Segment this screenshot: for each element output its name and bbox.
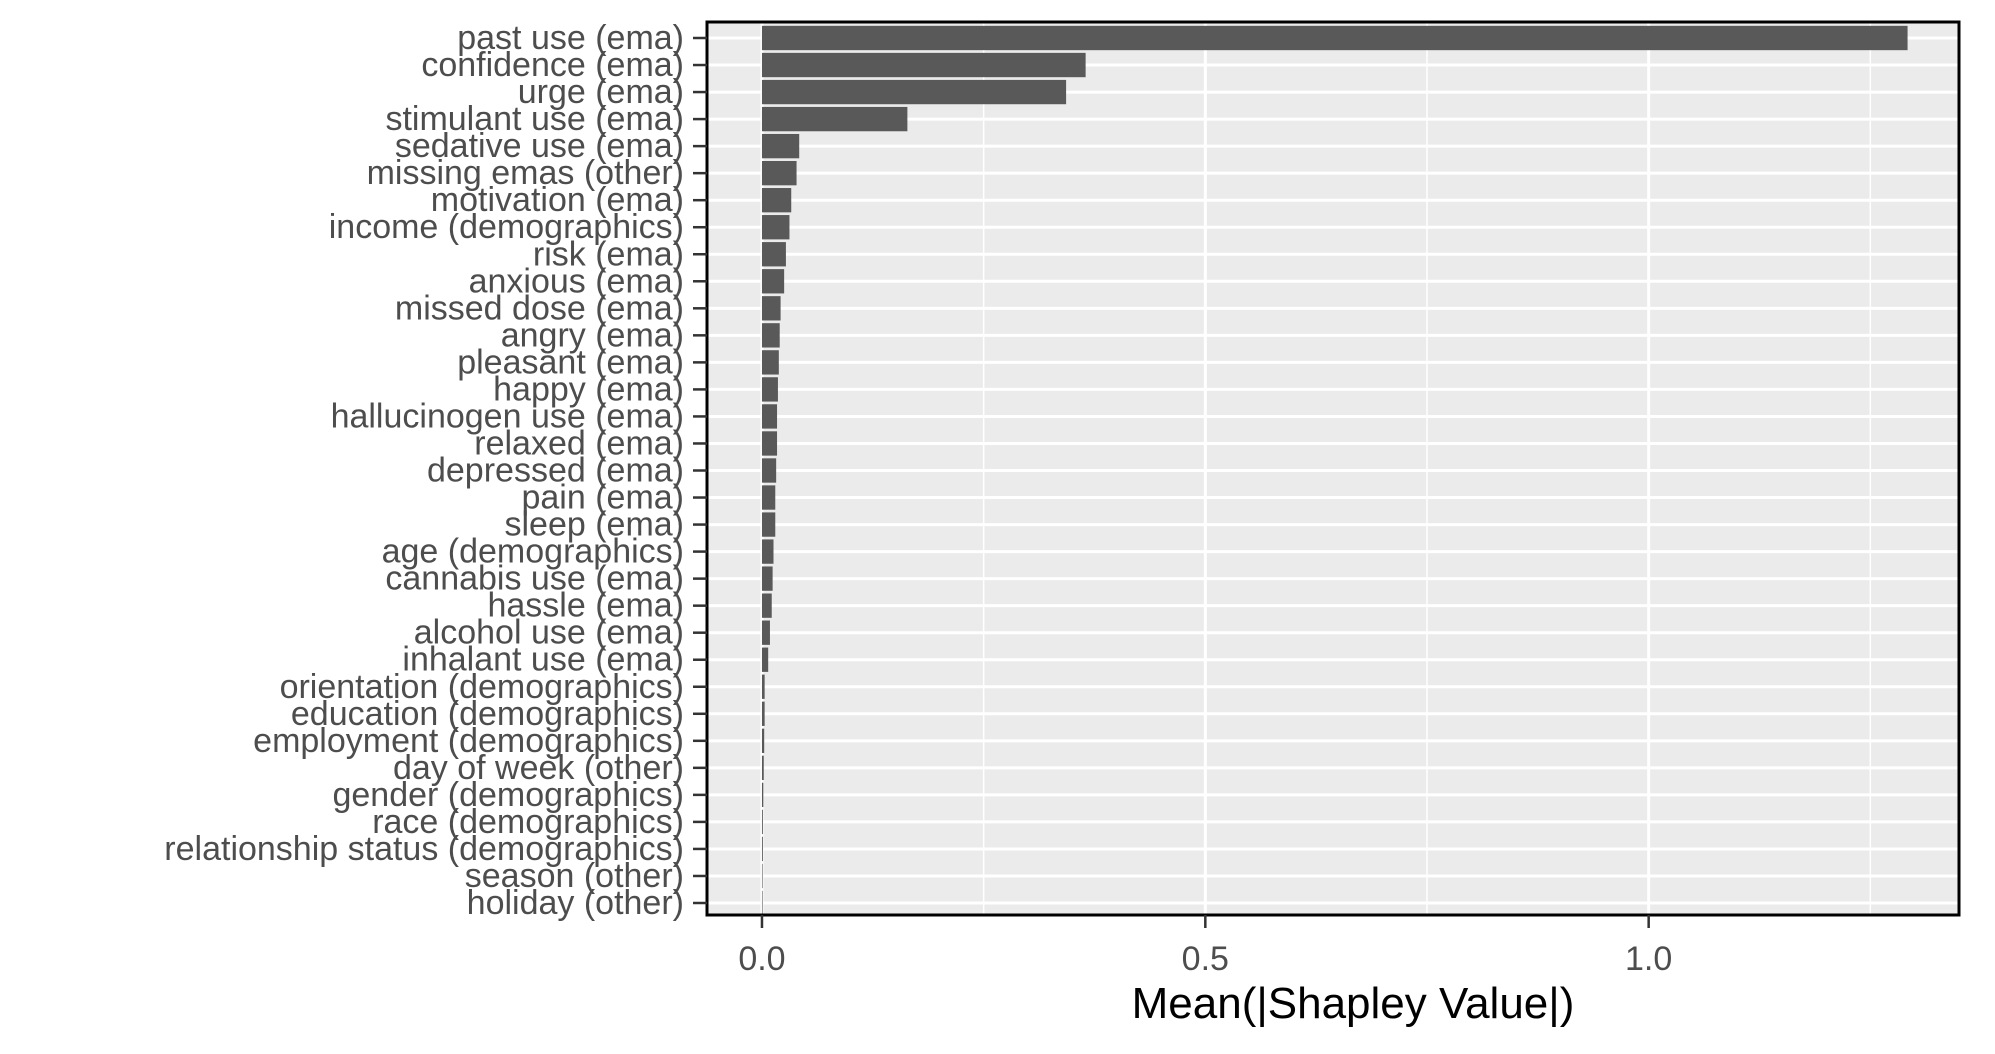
bar <box>761 79 1067 105</box>
category-label: orientation (demographics) <box>280 668 684 706</box>
category-label: race (demographics) <box>372 803 684 841</box>
bar <box>761 350 779 375</box>
bar <box>761 323 780 348</box>
y-ticks <box>693 36 707 905</box>
bars <box>761 25 1908 916</box>
category-label: employment (demographics) <box>253 722 684 760</box>
plot-panel-background <box>707 22 1959 915</box>
plot-panel-border <box>705 20 1961 917</box>
bar <box>761 755 764 781</box>
category-label: age (demographics) <box>382 533 684 571</box>
category-label: risk (ema) <box>533 235 684 273</box>
x-ticks: 0.0 0.5 1.0 <box>738 915 1672 978</box>
bar <box>761 809 763 835</box>
bar <box>761 431 778 456</box>
bar <box>761 269 785 294</box>
x-axis-title: Mean(|Shapley Value|) <box>1132 979 1575 1028</box>
category-label: education (demographics) <box>291 695 684 733</box>
bar <box>761 863 763 889</box>
bar <box>761 647 769 672</box>
category-label: inhalant use (ema) <box>402 641 684 679</box>
bar <box>761 25 1908 51</box>
category-label: pleasant (ema) <box>457 343 684 381</box>
bar <box>761 836 763 862</box>
category-label: day of week (other) <box>393 749 684 787</box>
bar <box>761 242 786 267</box>
x-tick-label: 1.0 <box>1625 940 1672 978</box>
category-label: stimulant use (ema) <box>385 100 684 138</box>
bar <box>761 701 765 726</box>
bar <box>761 674 765 699</box>
category-label: pain (ema) <box>521 479 684 517</box>
category-label: gender (demographics) <box>332 776 684 814</box>
category-label: hassle (ema) <box>487 587 684 625</box>
bar <box>761 160 797 186</box>
category-label: depressed (ema) <box>427 452 684 490</box>
bar <box>761 566 773 591</box>
category-label: cannabis use (ema) <box>385 560 684 598</box>
category-label: income (demographics) <box>329 208 684 246</box>
category-label: angry (ema) <box>501 316 684 354</box>
bar <box>761 133 800 159</box>
bar <box>761 188 792 213</box>
category-label: alcohol use (ema) <box>414 614 684 652</box>
category-label: hallucinogen use (ema) <box>331 397 684 435</box>
bar <box>761 377 778 402</box>
bar <box>761 404 778 429</box>
category-label: missed dose (ema) <box>395 289 684 327</box>
bar <box>761 296 781 321</box>
category-label: anxious (ema) <box>469 262 684 300</box>
bar <box>761 890 763 916</box>
bar <box>761 215 790 240</box>
category-label: past use (ema) <box>457 19 684 57</box>
category-labels: past use (ema)confidence (ema)urge (ema)… <box>164 19 684 922</box>
bar <box>761 539 774 564</box>
category-label: season (other) <box>465 857 684 895</box>
bar <box>761 593 772 618</box>
category-label: sedative use (ema) <box>395 127 684 165</box>
bar <box>761 458 777 483</box>
bar <box>761 106 908 132</box>
category-label: sleep (ema) <box>504 506 684 544</box>
category-label: confidence (ema) <box>421 46 684 84</box>
bar <box>761 485 776 510</box>
category-label: holiday (other) <box>467 884 684 922</box>
category-label: missing emas (other) <box>367 154 684 192</box>
bar <box>761 620 770 645</box>
category-label: happy (ema) <box>493 370 684 408</box>
bar <box>761 728 765 753</box>
bar <box>761 782 764 808</box>
category-label: relationship status (demographics) <box>164 830 684 868</box>
category-label: motivation (ema) <box>431 181 684 219</box>
grid-lines <box>707 22 1959 915</box>
bar <box>761 52 1086 78</box>
category-label: urge (ema) <box>518 73 684 111</box>
x-tick-label: 0.0 <box>738 940 785 978</box>
x-tick-label: 0.5 <box>1182 940 1229 978</box>
bar <box>761 512 776 537</box>
category-label: relaxed (ema) <box>474 424 684 462</box>
